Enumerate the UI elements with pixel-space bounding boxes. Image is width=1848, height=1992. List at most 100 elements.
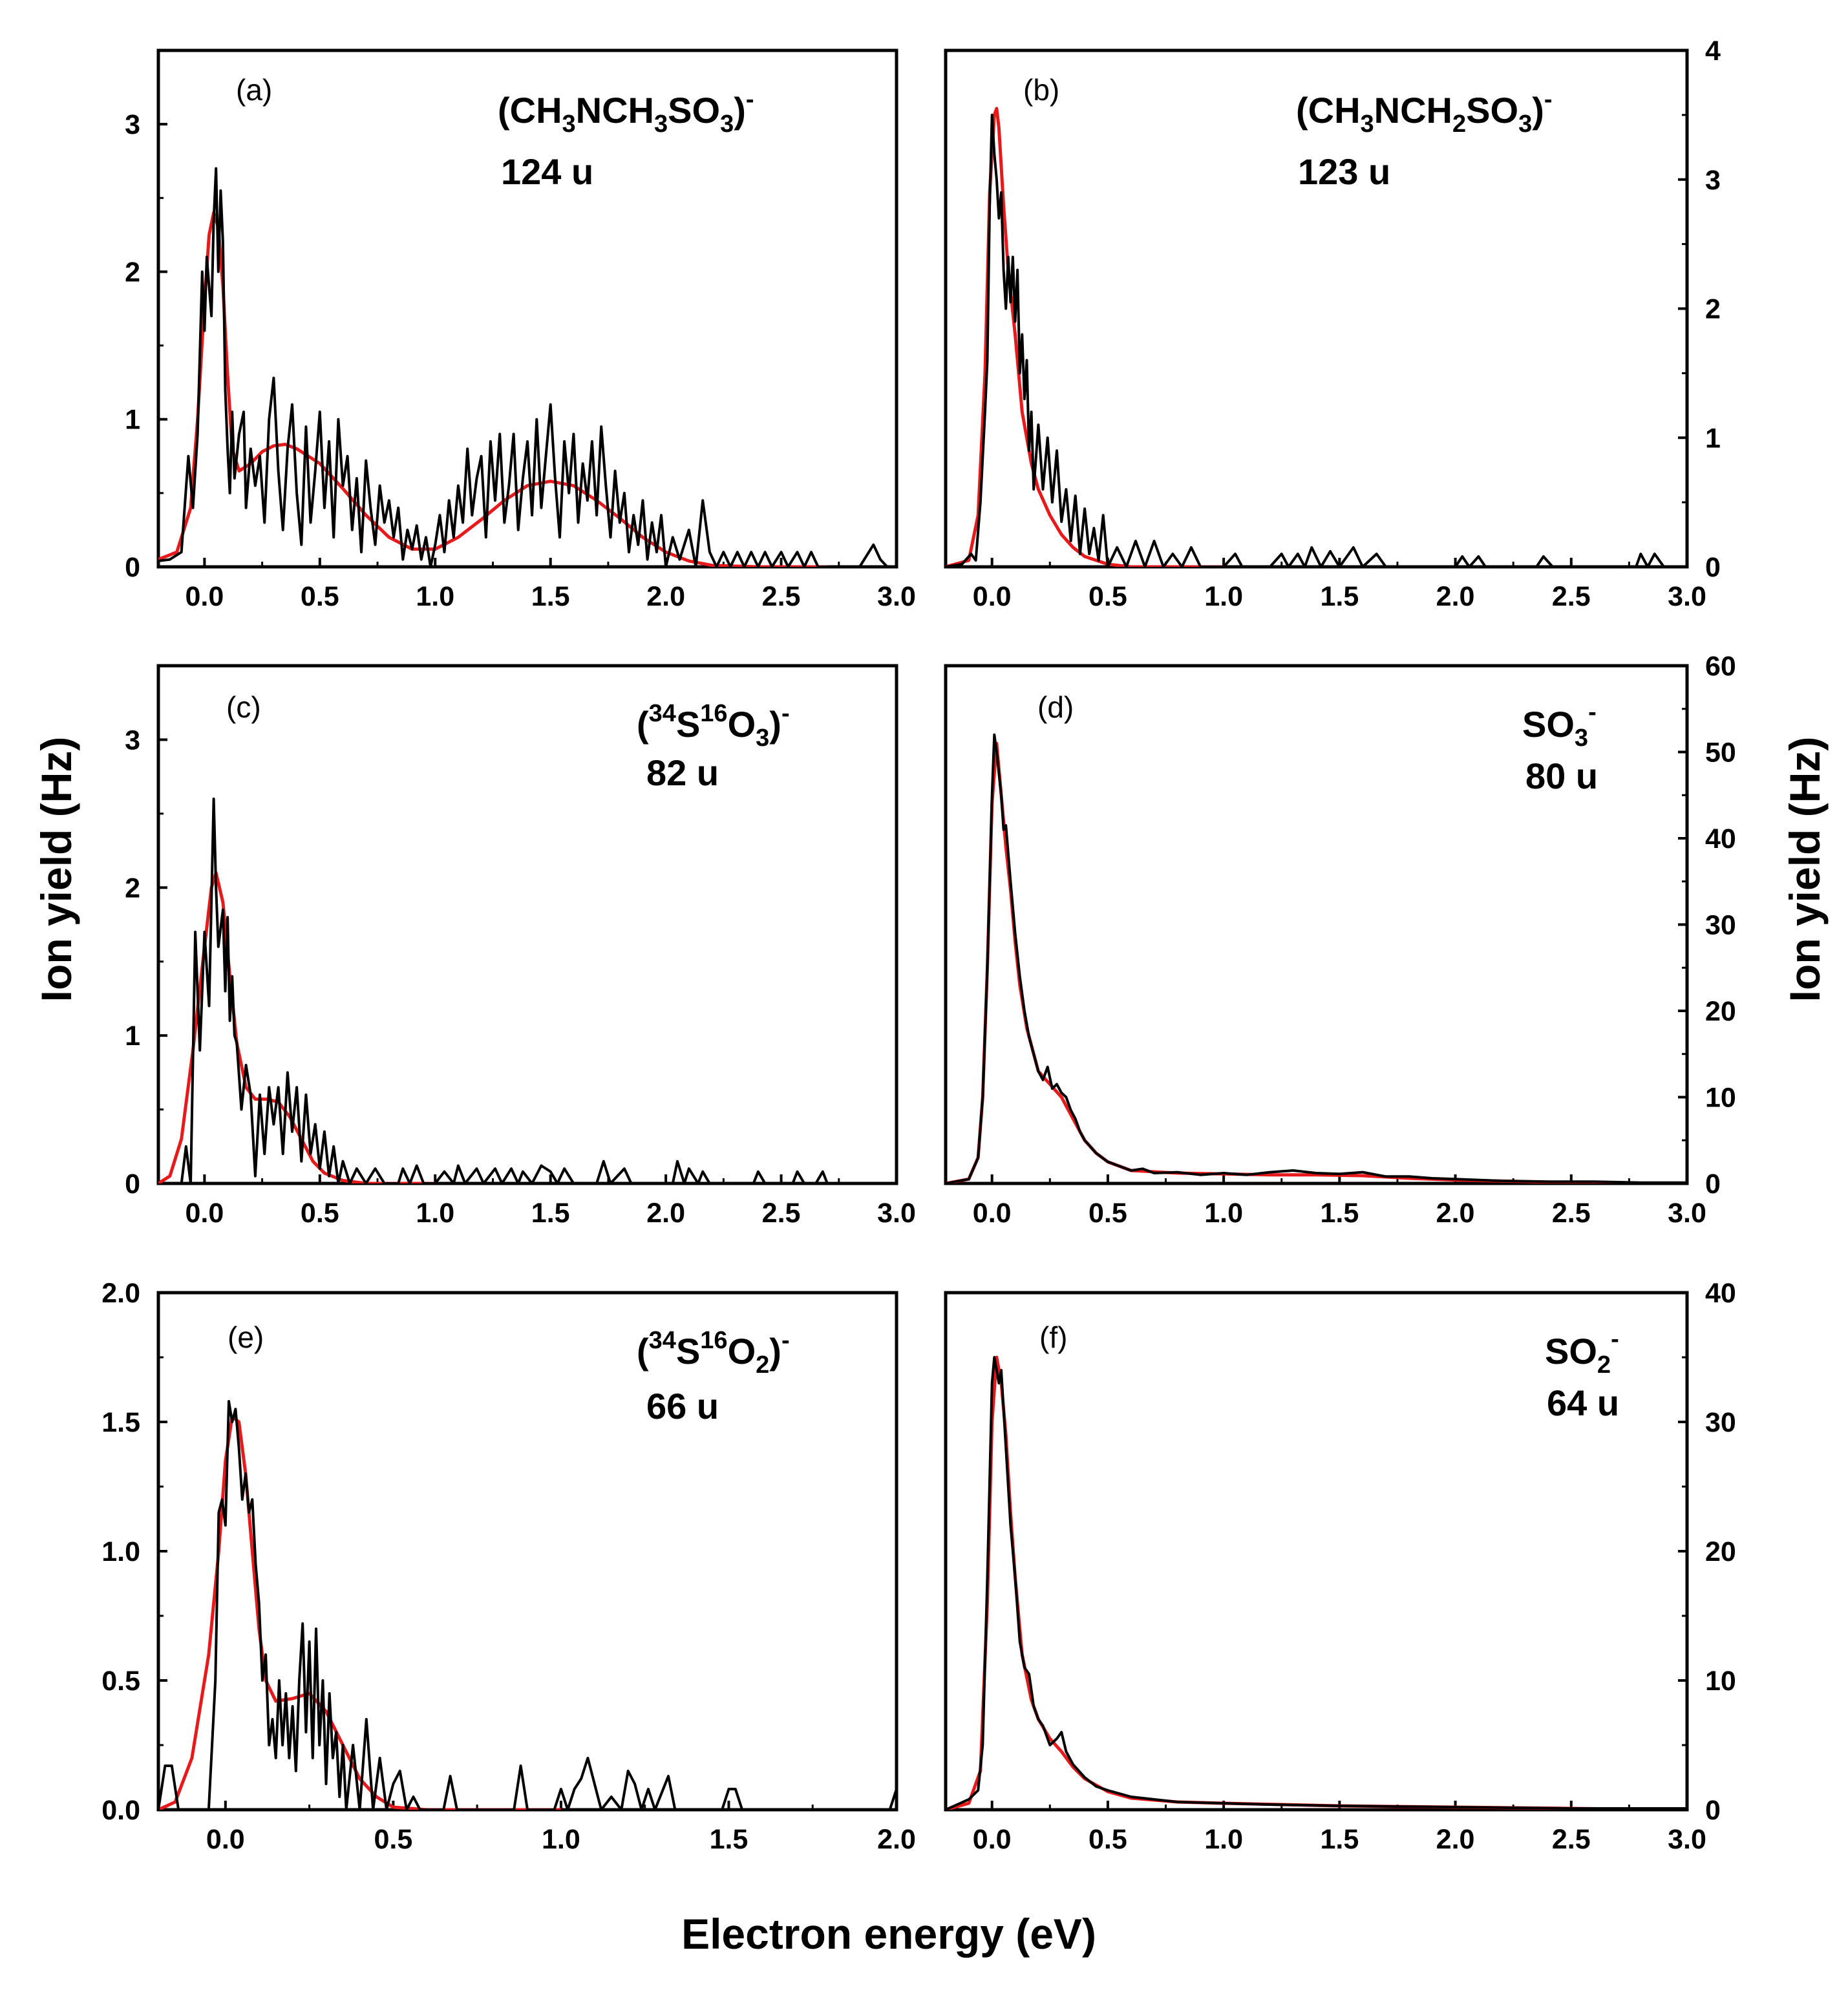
x-tick-label: 2.5 (1552, 1824, 1591, 1855)
y-tick-label: 40 (1705, 823, 1736, 854)
x-tick-label: 1.0 (416, 1198, 454, 1229)
species-label: (CH3NCH2SO3)- (1296, 86, 1553, 138)
x-tick-label: 2.5 (762, 581, 801, 612)
panel-f: 0.0 0.5 1.0 1.5 2.0 2.5 3.00 10 20 30 40 (f) SO2-64 … (944, 1278, 1736, 1855)
y-tick-label: 0 (1705, 552, 1721, 583)
x-tick-label: 1.5 (710, 1824, 749, 1855)
x-tick-label: 2.0 (1436, 581, 1475, 612)
x-tick-label: 0.5 (1089, 1198, 1127, 1229)
mass-label: 64 u (1547, 1383, 1619, 1423)
plot-frame (156, 664, 898, 1185)
x-tick-label: 2.0 (1436, 1198, 1475, 1229)
x-tick-label: 2.5 (762, 1198, 801, 1229)
x-tick-label: 1.0 (1204, 1824, 1243, 1855)
x-tick-label: 0.0 (973, 1198, 1012, 1229)
panel-label: (a) (236, 73, 272, 107)
panel-b: 0.0 0.5 1.0 1.5 2.0 2.5 3.00 1 2 3 4 (b) (CH3NCH2SO3… (944, 36, 1721, 612)
x-tick-label: 0.0 (185, 581, 224, 612)
x-tick-label: 3.0 (877, 581, 916, 612)
y-tick-label: 10 (1705, 1666, 1736, 1697)
panel-c: 0.0 0.5 1.0 1.5 2.0 2.5 3.0 0 1 2 3 (c) (34S16O3)-82… (125, 664, 916, 1229)
y-tick-label: 1.5 (101, 1407, 140, 1438)
y-tick-label: 20 (1705, 996, 1736, 1027)
x-tick-label: 2.0 (877, 1824, 916, 1855)
series-experiment-line (158, 1400, 897, 1810)
panel-d: 0.0 0.5 1.0 1.5 2.0 2.5 3.00 10 20 30 40 50 60 (d) SO3… (944, 651, 1736, 1229)
x-tick-label: 1.5 (531, 581, 570, 612)
species-label: (CH3NCH3SO3)- (498, 86, 754, 138)
species-label: SO3- (1522, 699, 1597, 752)
y-tick-label: 2 (125, 257, 140, 288)
x-axis-title: Electron energy (eV) (681, 1910, 1096, 1958)
y-tick-label: 1.0 (101, 1536, 140, 1567)
x-tick-label: 1.5 (1320, 1824, 1359, 1855)
x-tick-label: 0.0 (973, 1824, 1012, 1855)
mass-label: 66 u (646, 1386, 719, 1426)
panel-label: (d) (1037, 690, 1074, 724)
y-tick-label: 3 (1705, 165, 1721, 196)
y-tick-label: 1 (1705, 423, 1721, 454)
y-tick-label: 20 (1705, 1536, 1736, 1567)
series-experiment-line (158, 167, 897, 567)
x-tick-label: 0.0 (185, 1198, 224, 1229)
x-tick-label: 2.5 (1552, 581, 1591, 612)
x-tick-label: 0.5 (1089, 1824, 1127, 1855)
x-tick-label: 2.0 (646, 1198, 685, 1229)
panel-label: (c) (226, 690, 261, 724)
x-tick-label: 1.0 (416, 581, 454, 612)
x-tick-label: 1.5 (531, 1198, 570, 1229)
x-tick-label: 1.0 (542, 1824, 580, 1855)
x-tick-label: 1.5 (1320, 1198, 1359, 1229)
y-tick-label: 40 (1705, 1278, 1736, 1309)
y-tick-label: 1 (125, 405, 140, 436)
x-tick-label: 0.5 (374, 1824, 412, 1855)
y-tick-label: 10 (1705, 1083, 1736, 1114)
y-tick-label: 0.5 (101, 1666, 140, 1697)
y-tick-label: 2 (1705, 294, 1721, 325)
y-tick-label: 3 (125, 109, 140, 140)
y-tick-label: 1 (125, 1021, 140, 1052)
mass-label: 123 u (1298, 151, 1390, 192)
x-tick-label: 0.0 (973, 581, 1012, 612)
species-label: (34S16O3)- (637, 700, 790, 752)
y-tick-label: 30 (1705, 910, 1736, 941)
panel-label: (b) (1023, 73, 1059, 107)
x-tick-label: 3.0 (1668, 1824, 1706, 1855)
y-axis-title-right: Ion yield (Hz) (1781, 737, 1829, 1002)
x-tick-label: 3.0 (1668, 581, 1706, 612)
y-tick-label: 0 (125, 1169, 140, 1200)
y-tick-label: 60 (1705, 651, 1736, 682)
mass-label: 124 u (501, 151, 593, 192)
mass-label: 80 u (1525, 756, 1598, 796)
y-tick-label: 2 (125, 873, 140, 904)
y-tick-label: 0.0 (101, 1795, 140, 1826)
x-tick-label: 0.5 (301, 581, 339, 612)
y-tick-label: 50 (1705, 737, 1736, 768)
y-tick-label: 2.0 (101, 1278, 140, 1309)
species-label: (34S16O2)- (637, 1327, 790, 1379)
x-tick-label: 3.0 (1668, 1198, 1706, 1229)
panel-a: 0.0 0.5 1.0 1.5 2.0 2.5 3.0 0 1 2 3 (a) (CH3NCH3SO3)… (125, 48, 916, 612)
series-experiment-line (946, 733, 1687, 1183)
x-tick-label: 2.0 (1436, 1824, 1475, 1855)
x-tick-label: 0.5 (301, 1198, 339, 1229)
y-tick-label: 0 (1705, 1795, 1721, 1826)
panel-e: 0.0 0.5 1.0 1.5 2.0 0.0 0.5 1.0 1.5 2.0 (e) (34S16O… (101, 1278, 916, 1855)
y-tick-label: 4 (1705, 36, 1721, 67)
y-tick-label: 3 (125, 725, 140, 756)
panel-label: (f) (1039, 1320, 1067, 1354)
y-tick-label: 0 (1705, 1169, 1721, 1200)
panel-label: (e) (228, 1320, 264, 1354)
series-experiment-line (180, 798, 897, 1183)
y-axis-title-left: Ion yield (Hz) (32, 737, 80, 1002)
x-tick-label: 0.5 (1089, 581, 1127, 612)
mass-label: 82 u (646, 752, 719, 793)
plot-frame (156, 48, 898, 569)
series-experiment-line (946, 113, 1687, 567)
species-label: SO2- (1545, 1326, 1619, 1379)
series-experiment-line (946, 1356, 1687, 1810)
x-tick-label: 2.5 (1552, 1198, 1591, 1229)
